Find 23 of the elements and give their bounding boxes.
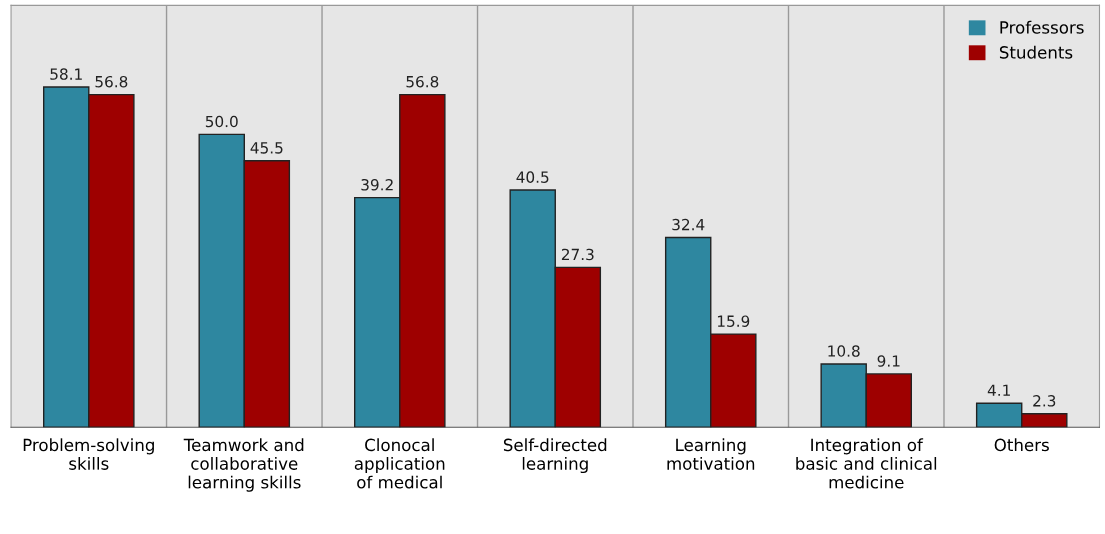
x-tick-label: Others (994, 438, 1049, 452)
data-label: 58.1 (50, 68, 82, 80)
data-label: 45.5 (250, 142, 283, 154)
data-label: 9.1 (877, 355, 900, 367)
x-tick-label: Learning motivation (667, 438, 755, 470)
data-label: 2.3 (1033, 395, 1056, 407)
data-label: 4.1 (987, 384, 1010, 396)
data-label: 56.8 (406, 75, 439, 88)
x-tick-label: Clonocal application of medical (354, 438, 445, 489)
data-label: 15.9 (717, 315, 750, 327)
data-label: 56.8 (95, 75, 128, 88)
data-label: 50.0 (205, 115, 238, 128)
x-tick-label: Teamwork and collaborative learning skills (183, 438, 304, 492)
data-label: 32.4 (672, 218, 705, 231)
legend-label: Professors (1000, 20, 1084, 34)
data-label: 27.3 (561, 248, 594, 261)
x-tick-label: Integration of basic and clinical medicine (796, 438, 937, 489)
data-label: 40.5 (516, 171, 549, 183)
data-label: 10.8 (828, 345, 860, 357)
legend-label: Students (999, 45, 1073, 59)
x-tick-label: Self-directed learning (503, 438, 607, 474)
x-tick-label: Problem-solving skills (23, 438, 154, 470)
data-label: 39.2 (361, 178, 393, 191)
